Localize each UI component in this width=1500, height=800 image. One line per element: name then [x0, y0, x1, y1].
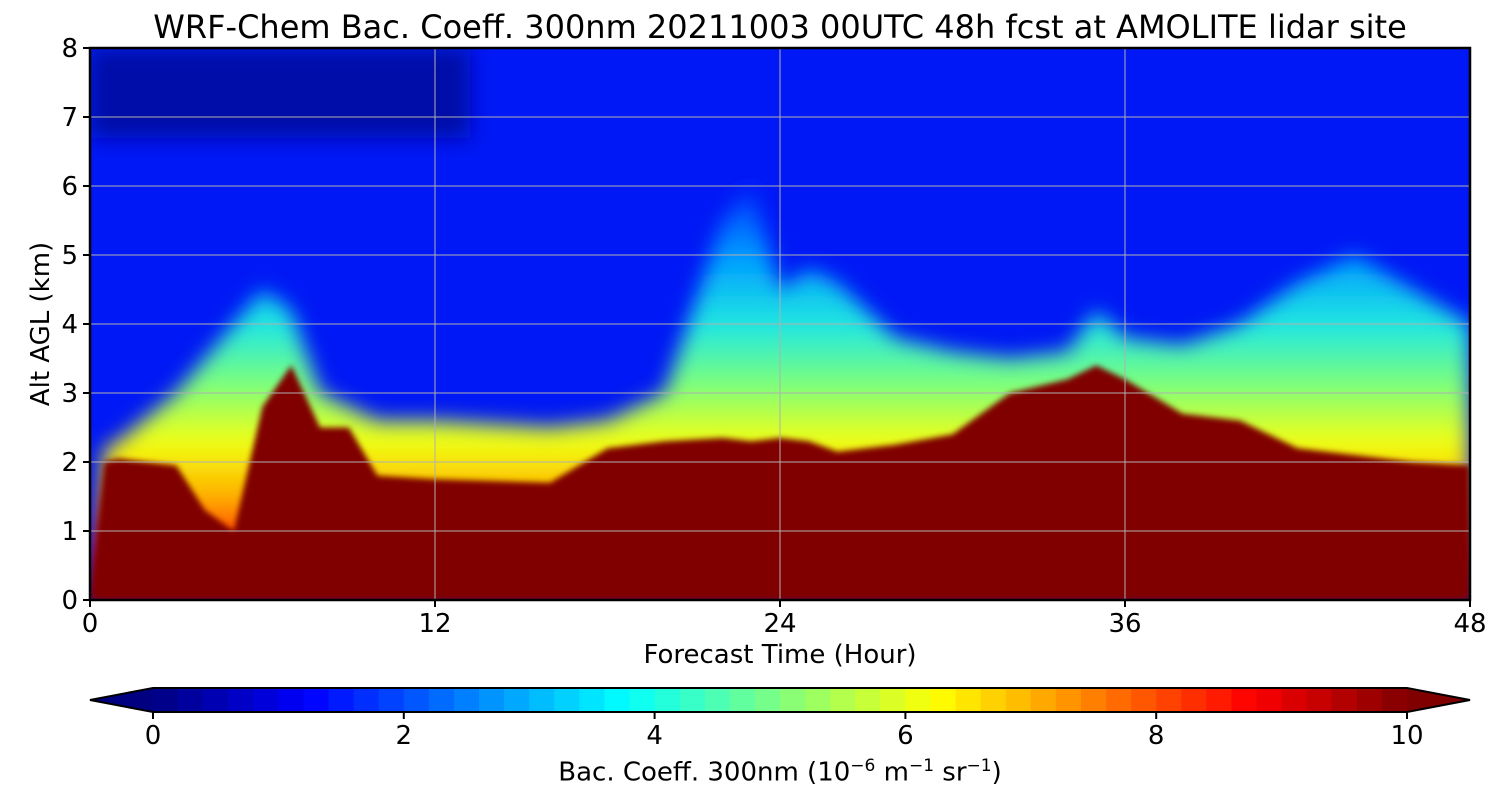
- y-tick-label: 5: [61, 241, 78, 271]
- colorbar-label-close: ): [991, 757, 1002, 788]
- x-tick-label: 12: [418, 609, 451, 639]
- colorbar-tick-label: 10: [1390, 721, 1423, 751]
- colorbar-segment: [203, 688, 229, 712]
- colorbar-segment: [604, 688, 631, 712]
- chart-title: WRF-Chem Bac. Coeff. 300nm 20211003 00UT…: [153, 8, 1407, 46]
- colorbar-segment: [930, 688, 957, 712]
- colorbar-segment: [855, 688, 881, 712]
- colorbar-segment: [529, 688, 555, 712]
- colorbar-label-base: Bac. Coeff. 300nm (10: [558, 757, 851, 788]
- colorbar-segment: [403, 688, 430, 712]
- x-axis-label: Forecast Time (Hour): [643, 640, 917, 670]
- colorbar-segment: [278, 688, 305, 712]
- colorbar-label-unit-sr: sr: [934, 757, 967, 788]
- colorbar-tick-label: 2: [396, 721, 413, 751]
- colorbar-segment: [453, 688, 480, 712]
- colorbar-segment: [980, 688, 1007, 712]
- colorbar-segment: [554, 688, 580, 712]
- y-tick-label: 7: [61, 103, 78, 133]
- y-tick-label: 8: [61, 34, 78, 64]
- colorbar-segment: [1281, 688, 1308, 712]
- colorbar-segment: [729, 688, 756, 712]
- colorbar-segment: [1005, 688, 1032, 712]
- colorbar-segment: [805, 688, 831, 712]
- colorbar-segment: [303, 688, 330, 712]
- grid-lines: [90, 48, 1470, 600]
- colorbar-segment: [378, 688, 405, 712]
- colorbar-segment: [1356, 688, 1383, 712]
- colorbar-segment: [1030, 688, 1057, 712]
- colorbar-segment: [178, 688, 204, 712]
- y-axis-ticks: 0 1 2 3 4 5 6 7 8: [61, 34, 90, 616]
- colorbar-segment: [754, 688, 781, 712]
- colorbar-tick-label: 8: [1148, 721, 1165, 751]
- x-tick-label: 48: [1453, 609, 1486, 639]
- colorbar-segment: [1156, 688, 1182, 712]
- colorbar: [89, 687, 1471, 713]
- y-axis-label: Alt AGL (km): [26, 241, 56, 407]
- colorbar-segment: [1131, 688, 1157, 712]
- colorbar-segment: [353, 688, 380, 712]
- colorbar-segment: [1256, 688, 1283, 712]
- colorbar-extend-high: [1407, 688, 1470, 712]
- colorbar-segment: [1055, 688, 1082, 712]
- y-tick-label: 4: [61, 310, 78, 340]
- colorbar-segment: [880, 688, 906, 712]
- colorbar-segment: [428, 688, 455, 712]
- colorbar-segment: [780, 688, 806, 712]
- colorbar-segment: [1306, 688, 1333, 712]
- colorbar-segment: [579, 688, 606, 712]
- colorbar-segment: [905, 688, 932, 712]
- colorbar-segment: [153, 688, 179, 712]
- colorbar-segment: [328, 688, 355, 712]
- x-tick-label: 36: [1108, 609, 1141, 639]
- colorbar-segment: [1106, 688, 1132, 712]
- x-axis-ticks: 0 12 24 36 48: [82, 600, 1487, 639]
- colorbar-ticks: 0 2 4 6 8 10: [145, 712, 1424, 751]
- colorbar-label-exp2: −1: [908, 756, 935, 776]
- colorbar-segment: [1381, 688, 1408, 712]
- upper-left-dark-region: [90, 48, 470, 138]
- colorbar-segment: [1231, 688, 1258, 712]
- colorbar-segment: [228, 688, 254, 712]
- colorbar-segment: [704, 688, 731, 712]
- y-tick-label: 6: [61, 172, 78, 202]
- colorbar-segment: [1080, 688, 1107, 712]
- colorbar-segment: [629, 688, 656, 712]
- x-tick-label: 0: [82, 609, 99, 639]
- colorbar-label-exp3: −1: [966, 756, 992, 776]
- colorbar-segment: [1181, 688, 1207, 712]
- colorbar-segment: [479, 688, 505, 712]
- colorbar-segment: [654, 688, 681, 712]
- y-tick-label: 3: [61, 379, 78, 409]
- colorbar-label-exp1: −6: [850, 756, 876, 776]
- colorbar-segment: [504, 688, 530, 712]
- colorbar-tick-label: 0: [145, 721, 162, 751]
- x-tick-label: 24: [763, 609, 796, 639]
- colorbar-segment: [1206, 688, 1233, 712]
- y-tick-label: 1: [61, 517, 78, 547]
- y-tick-label: 2: [61, 448, 78, 478]
- colorbar-segment: [955, 688, 982, 712]
- y-tick-label: 0: [61, 586, 78, 616]
- colorbar-segment: [253, 688, 279, 712]
- colorbar-extend-low: [90, 688, 153, 712]
- colorbar-label: Bac. Coeff. 300nm (10−6 m−1 sr−1): [558, 756, 1001, 788]
- colorbar-segment: [830, 688, 856, 712]
- colorbar-segment: [1331, 688, 1358, 712]
- colorbar-tick-label: 4: [646, 721, 663, 751]
- colorbar-segment: [679, 688, 706, 712]
- colorbar-label-unit-m: m: [875, 757, 909, 788]
- colorbar-tick-label: 6: [897, 721, 914, 751]
